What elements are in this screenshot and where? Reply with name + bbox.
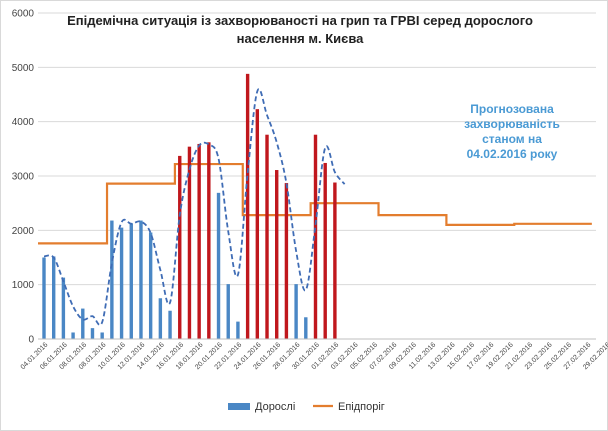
- threshold-line: [38, 162, 592, 245]
- bar: [294, 284, 298, 339]
- bar: [197, 143, 201, 339]
- x-axis-ticks: 04.01.201606.01.201608.01.201608.01.2016…: [20, 341, 608, 371]
- bar: [236, 321, 240, 339]
- legend-label-threshold: Епідпоріг: [338, 401, 385, 413]
- bar: [284, 183, 289, 339]
- bar: [119, 227, 124, 339]
- bar: [313, 134, 318, 339]
- bar: [81, 308, 85, 339]
- bars: [42, 73, 337, 339]
- bar: [158, 298, 163, 339]
- legend-label-adults: Дорослі: [255, 401, 295, 413]
- bar: [323, 162, 327, 339]
- bar: [51, 256, 56, 339]
- bar: [71, 332, 75, 339]
- annotation-line-2: захворюваність: [464, 117, 560, 131]
- y-axis-ticks: 0 1000 2000 3000 4000 5000 6000: [12, 9, 35, 346]
- trend-line: [43, 88, 346, 326]
- bar: [265, 134, 269, 339]
- bar: [216, 192, 221, 339]
- bar: [168, 310, 172, 339]
- bar: [255, 109, 260, 339]
- y-tick-label: 3000: [12, 172, 35, 183]
- trend-path: [43, 88, 346, 326]
- annotation-line-4: 04.02.2016 року: [467, 147, 558, 161]
- y-tick-label: 6000: [12, 9, 35, 20]
- y-tick-label: 1000: [12, 280, 35, 291]
- legend: Дорослі Епідпоріг: [228, 401, 385, 413]
- y-tick-label: 0: [28, 335, 34, 346]
- y-tick-label: 5000: [12, 63, 35, 74]
- chart-title-line-2: населення м. Києва: [237, 31, 365, 46]
- bar: [139, 220, 143, 339]
- annotation-line-3: станом на: [482, 132, 542, 146]
- bar: [178, 155, 182, 339]
- bar: [61, 277, 66, 339]
- y-tick-label: 4000: [12, 117, 35, 128]
- forecast-annotation: Прогнозована захворюваність станом на 04…: [464, 102, 560, 161]
- annotation-line-1: Прогнозована: [470, 102, 554, 116]
- bar: [42, 257, 46, 339]
- bar: [304, 317, 308, 339]
- bar: [275, 170, 279, 339]
- bar: [187, 146, 192, 339]
- bar: [148, 232, 153, 339]
- chart-title-line-1: Епідемічна ситуація із захворюваності на…: [67, 13, 533, 28]
- bar: [245, 73, 250, 339]
- legend-swatch-adults: [228, 403, 250, 410]
- bar: [90, 328, 95, 339]
- bar: [100, 332, 104, 339]
- bar: [207, 142, 211, 339]
- threshold-path: [38, 162, 592, 245]
- y-tick-label: 2000: [12, 226, 35, 237]
- bar: [129, 223, 133, 339]
- bar: [226, 284, 230, 339]
- bar: [110, 220, 114, 339]
- bar: [333, 182, 337, 339]
